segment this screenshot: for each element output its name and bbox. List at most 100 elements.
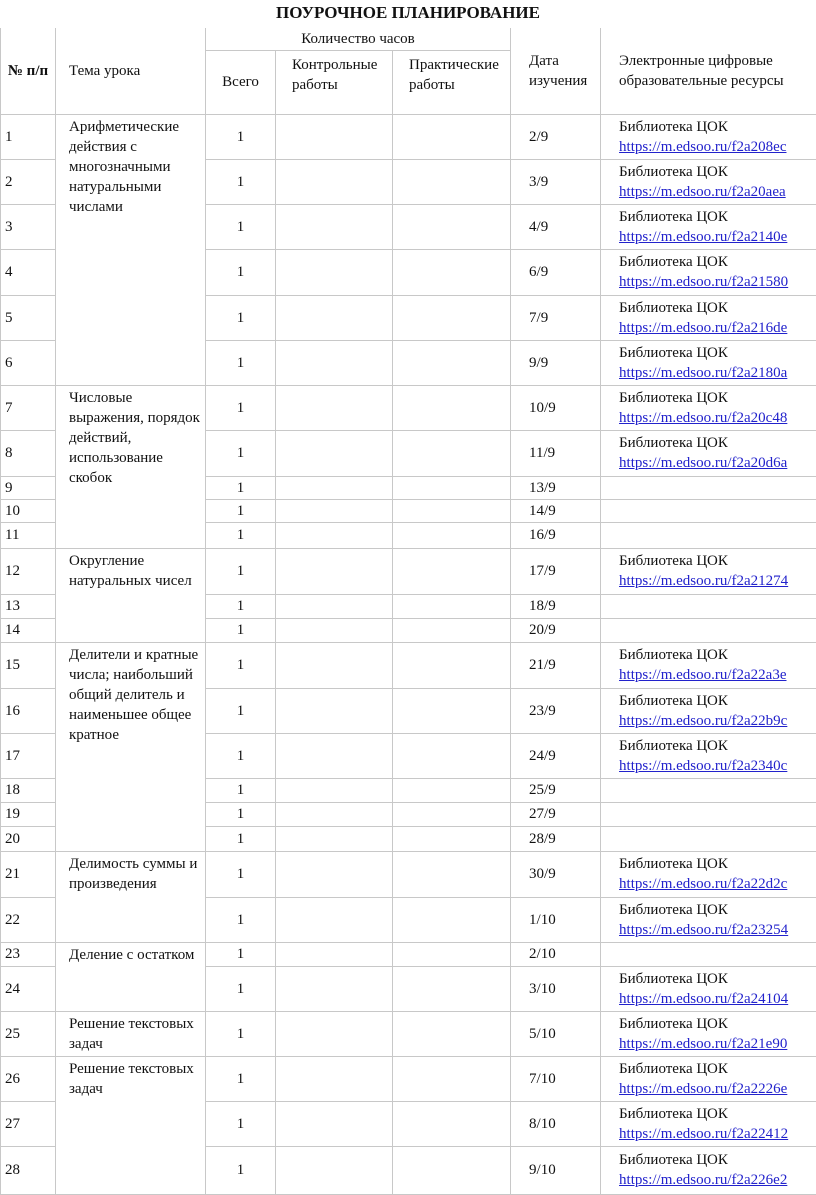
resource-link[interactable]: https://m.edsoo.ru/f2a21e90 bbox=[619, 1035, 788, 1052]
lesson-date: 9/9 bbox=[510, 339, 602, 386]
hours-control bbox=[275, 850, 393, 898]
lesson-number: 3 bbox=[0, 203, 56, 250]
hours-total: 1 bbox=[205, 617, 276, 643]
hours-practical bbox=[391, 801, 512, 827]
lesson-number: 18 bbox=[0, 777, 56, 803]
resource-cell: Библиотека ЦОК https://m.edsoo.ru/f2a2140… bbox=[600, 203, 816, 250]
lesson-date: 2/9 bbox=[510, 114, 602, 160]
library-label: Библиотека ЦОК bbox=[619, 208, 728, 225]
hours-practical bbox=[391, 294, 512, 341]
hours-control bbox=[275, 248, 393, 296]
lesson-date: 30/9 bbox=[510, 850, 602, 898]
lesson-date: 10/9 bbox=[510, 384, 602, 431]
lesson-topic: Делители и кратные числа; наибольший общ… bbox=[55, 641, 206, 852]
resource-cell: Библиотека ЦОК https://m.edsoo.ru/f2a226e… bbox=[600, 1145, 816, 1195]
resource-link[interactable]: https://m.edsoo.ru/f2a21580 bbox=[619, 274, 789, 290]
hours-control bbox=[275, 429, 393, 477]
resource-link[interactable]: https://m.edsoo.ru/f2a22412 bbox=[619, 1125, 789, 1142]
hours-control bbox=[275, 294, 393, 341]
resource-link[interactable]: https://m.edsoo.ru/f2a22d2c bbox=[619, 876, 788, 892]
hours-total: 1 bbox=[205, 941, 276, 967]
resource-link[interactable]: https://m.edsoo.ru/f2a22b9c bbox=[619, 712, 788, 729]
hours-control bbox=[275, 521, 393, 549]
resource-link[interactable]: https://m.edsoo.ru/f2a226e2 bbox=[619, 1172, 788, 1188]
hours-practical bbox=[391, 617, 512, 643]
hours-total: 1 bbox=[205, 158, 276, 205]
header-hours: Количество часов bbox=[204, 28, 512, 51]
hours-practical bbox=[391, 475, 512, 500]
library-label: Библиотека ЦОК bbox=[619, 970, 728, 987]
hours-control bbox=[275, 801, 393, 827]
library-label: Библиотека ЦОК bbox=[619, 435, 728, 451]
lesson-date: 3/10 bbox=[510, 965, 602, 1012]
lesson-topic: Решение текстовых задач bbox=[55, 1010, 206, 1057]
table-row: 3 1 4/9 Библиотека ЦОК https://m.edsoo.ru/f2… bbox=[0, 203, 816, 250]
hours-total: 1 bbox=[205, 429, 276, 477]
lesson-date: 14/9 bbox=[510, 498, 602, 523]
lesson-topic: Деление с остатком bbox=[55, 941, 206, 1012]
lesson-plan-table: № п/п Тема урока Количество часов Дата и… bbox=[0, 28, 816, 1195]
table-row: 13 1 18/9 bbox=[0, 593, 816, 619]
lesson-number: 26 bbox=[0, 1055, 56, 1102]
hours-control bbox=[275, 203, 393, 250]
resource-link[interactable]: https://m.edsoo.ru/f2a208ec bbox=[619, 138, 787, 155]
resource-link[interactable]: https://m.edsoo.ru/f2a20aea bbox=[619, 183, 786, 200]
resource-link[interactable]: https://m.edsoo.ru/f2a2140e bbox=[619, 228, 788, 245]
resource-link[interactable]: https://m.edsoo.ru/f2a216de bbox=[619, 319, 788, 336]
lesson-date: 24/9 bbox=[510, 732, 602, 779]
resource-link[interactable]: https://m.edsoo.ru/f2a21274 bbox=[619, 573, 789, 589]
lesson-date: 20/9 bbox=[510, 617, 602, 643]
table-row: 17 1 24/9 Библиотека ЦОК https://m.edsoo.ru/… bbox=[0, 732, 816, 779]
header-resources: Электронные цифровые образовательные рес… bbox=[600, 28, 816, 115]
table-row: 24 1 3/10 Библиотека ЦОК https://m.edsoo.ru/… bbox=[0, 965, 816, 1012]
resource-cell: Библиотека ЦОК https://m.edsoo.ru/f2a2410… bbox=[600, 965, 816, 1012]
resource-link[interactable]: https://m.edsoo.ru/f2a23254 bbox=[619, 921, 789, 938]
resource-cell: Библиотека ЦОК https://m.edsoo.ru/f2a208e… bbox=[600, 114, 816, 160]
resource-cell bbox=[600, 941, 816, 967]
hours-practical bbox=[391, 114, 512, 160]
lesson-number: 24 bbox=[0, 965, 56, 1012]
table-row: 6 1 9/9 Библиотека ЦОК https://m.edsoo.ru/f2… bbox=[0, 339, 816, 386]
lesson-date: 3/9 bbox=[510, 158, 602, 205]
resource-cell bbox=[600, 521, 816, 549]
hours-practical bbox=[391, 547, 512, 595]
lesson-date: 4/9 bbox=[510, 203, 602, 250]
resource-cell bbox=[600, 475, 816, 500]
resource-link[interactable]: https://m.edsoo.ru/f2a2340c bbox=[619, 757, 788, 774]
resource-link[interactable]: https://m.edsoo.ru/f2a20c48 bbox=[619, 409, 788, 426]
table-row: 18 1 25/9 bbox=[0, 777, 816, 803]
table-row: 11 1 16/9 bbox=[0, 521, 816, 549]
resource-link[interactable]: https://m.edsoo.ru/f2a24104 bbox=[619, 990, 789, 1007]
hours-total: 1 bbox=[205, 965, 276, 1012]
table-row: 14 1 20/9 bbox=[0, 617, 816, 643]
lesson-number: 21 bbox=[0, 850, 56, 898]
resource-cell: Библиотека ЦОК https://m.edsoo.ru/f2a20d6… bbox=[600, 429, 816, 477]
lesson-number: 13 bbox=[0, 593, 56, 619]
hours-control bbox=[275, 384, 393, 431]
hours-total: 1 bbox=[205, 1055, 276, 1102]
hours-control bbox=[275, 896, 393, 943]
resource-link[interactable]: https://m.edsoo.ru/f2a22a3e bbox=[619, 667, 787, 683]
library-label: Библиотека ЦОК bbox=[619, 1015, 728, 1032]
library-label: Библиотека ЦОК bbox=[619, 344, 728, 361]
resource-link[interactable]: https://m.edsoo.ru/f2a2180a bbox=[619, 364, 788, 381]
header-control: Контрольные работы bbox=[275, 49, 393, 115]
hours-practical bbox=[391, 158, 512, 205]
hours-total: 1 bbox=[205, 339, 276, 386]
hours-total: 1 bbox=[205, 825, 276, 852]
hours-control bbox=[275, 158, 393, 205]
library-label: Библиотека ЦОК bbox=[619, 856, 728, 872]
lesson-date: 23/9 bbox=[510, 687, 602, 734]
hours-practical bbox=[391, 825, 512, 852]
resource-link[interactable]: https://m.edsoo.ru/f2a2226e bbox=[619, 1080, 788, 1097]
hours-total: 1 bbox=[205, 521, 276, 549]
hours-control bbox=[275, 1145, 393, 1195]
library-label: Библиотека ЦОК bbox=[619, 901, 728, 918]
header-topic: Тема урока bbox=[55, 28, 206, 115]
hours-total: 1 bbox=[205, 801, 276, 827]
resource-link[interactable]: https://m.edsoo.ru/f2a20d6a bbox=[619, 455, 788, 471]
table-row: 26 Решение текстовых задач 1 7/10 Библиотека… bbox=[0, 1055, 816, 1195]
lesson-number: 6 bbox=[0, 339, 56, 386]
lesson-number: 10 bbox=[0, 498, 56, 523]
lesson-date: 27/9 bbox=[510, 801, 602, 827]
